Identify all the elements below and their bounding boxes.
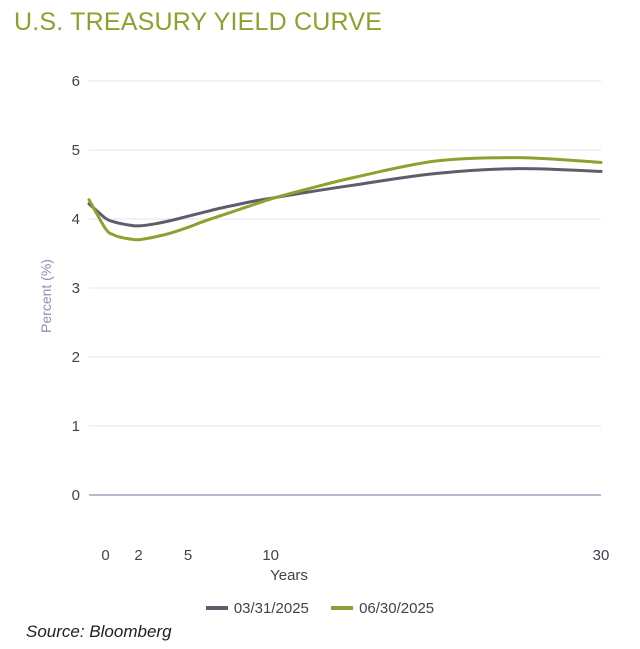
y-tick-label-1: 1: [72, 418, 80, 435]
x-tick-label-0: 0: [101, 547, 109, 564]
grid-lines: [89, 80, 601, 496]
legend-item-series-1: 03/31/2025: [205, 599, 309, 617]
y-tick-label-4: 4: [72, 211, 80, 228]
legend: 03/31/2025 06/30/2025: [0, 597, 640, 617]
legend-swatch-series-1: [205, 606, 228, 610]
y-tick-label-3: 3: [72, 280, 80, 297]
y-tick-label-5: 5: [72, 142, 80, 159]
source-note: Source: Bloomberg: [26, 622, 172, 641]
x-tick-label-5: 5: [184, 547, 192, 564]
legend-label-series-2: 06/30/2025: [359, 599, 435, 617]
y-tick-label-2: 2: [72, 349, 80, 366]
chart-title: U.S. TREASURY YIELD CURVE: [14, 8, 383, 36]
y-tick-label-6: 6: [72, 73, 80, 90]
x-tick-label-30: 30: [593, 547, 610, 564]
series-lines: [87, 156, 603, 242]
y-tick-label-0: 0: [72, 487, 80, 504]
legend-swatch-series-2: [331, 606, 354, 610]
yield-curve-chart: 0 1 2 3 4 5 6 0 2 5 10 30 Percent (%) Years: [38, 73, 609, 584]
x-tick-label-10: 10: [262, 547, 279, 564]
legend-item-series-2: 06/30/2025: [331, 600, 434, 617]
legend-label-series-1: 03/31/2025: [233, 599, 309, 617]
x-tick-label-2: 2: [134, 547, 142, 564]
x-axis-label: Years: [270, 567, 308, 584]
y-axis-label: Percent (%): [38, 259, 54, 333]
y-axis-ticks: 0 1 2 3 4 5 6: [72, 73, 80, 504]
series-line-2: [87, 156, 603, 242]
x-axis-ticks: 0 2 5 10 30: [101, 547, 609, 564]
series-line-1: [87, 167, 603, 228]
